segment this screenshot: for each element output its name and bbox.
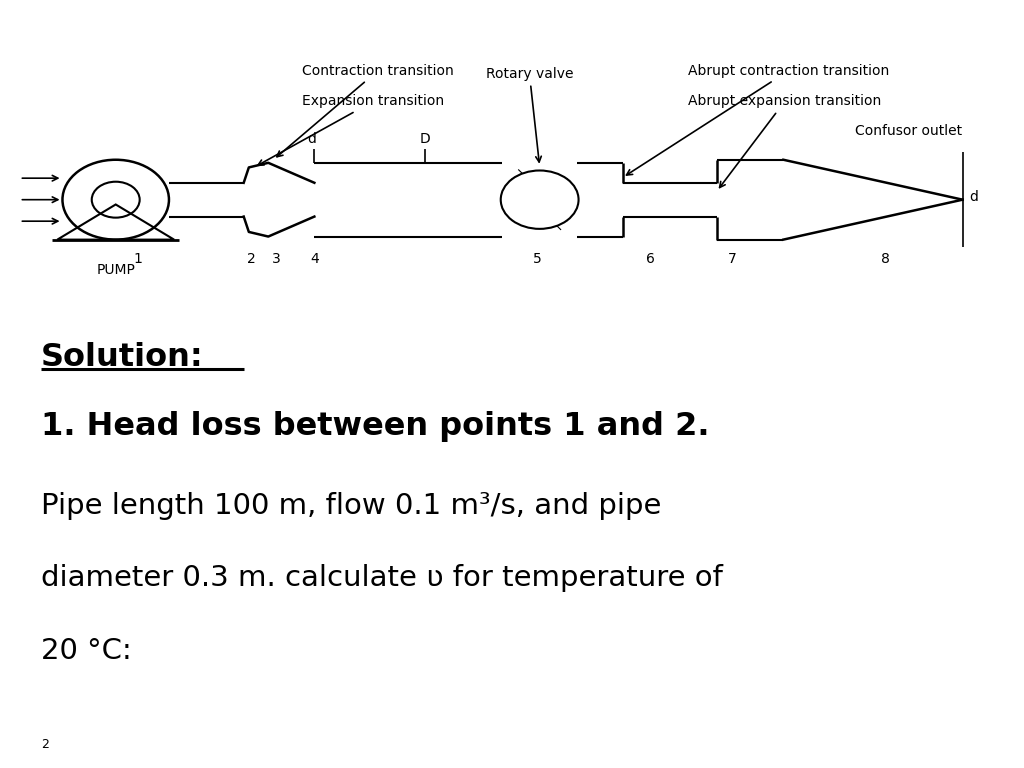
Text: Abrupt contraction transition: Abrupt contraction transition (627, 64, 890, 175)
Text: Rotary valve: Rotary valve (485, 67, 573, 162)
Text: d: d (970, 190, 979, 204)
Text: Expansion transition: Expansion transition (258, 94, 444, 165)
Text: 6: 6 (646, 252, 654, 266)
Circle shape (501, 170, 579, 229)
Text: Abrupt expansion transition: Abrupt expansion transition (688, 94, 882, 187)
Text: PUMP: PUMP (96, 263, 135, 276)
Text: Pipe length 100 m, flow 0.1 m³/s, and pipe: Pipe length 100 m, flow 0.1 m³/s, and pi… (41, 492, 662, 519)
Text: 2: 2 (41, 738, 49, 751)
Text: 1. Head loss between points 1 and 2.: 1. Head loss between points 1 and 2. (41, 411, 710, 442)
Text: 5: 5 (534, 252, 542, 266)
Text: diameter 0.3 m. calculate ʋ for temperature of: diameter 0.3 m. calculate ʋ for temperat… (41, 564, 723, 592)
Text: 7: 7 (728, 252, 736, 266)
Text: 1: 1 (134, 252, 142, 266)
Text: 2: 2 (247, 252, 255, 266)
Text: 20 °C:: 20 °C: (41, 637, 132, 665)
Text: d: d (307, 132, 315, 146)
Text: 8: 8 (882, 252, 890, 266)
Text: Confusor outlet: Confusor outlet (855, 124, 963, 137)
Text: Contraction transition: Contraction transition (276, 64, 454, 157)
Text: 3: 3 (272, 252, 281, 266)
Text: D: D (420, 132, 430, 146)
Text: 4: 4 (310, 252, 318, 266)
Text: Solution:: Solution: (41, 342, 204, 372)
